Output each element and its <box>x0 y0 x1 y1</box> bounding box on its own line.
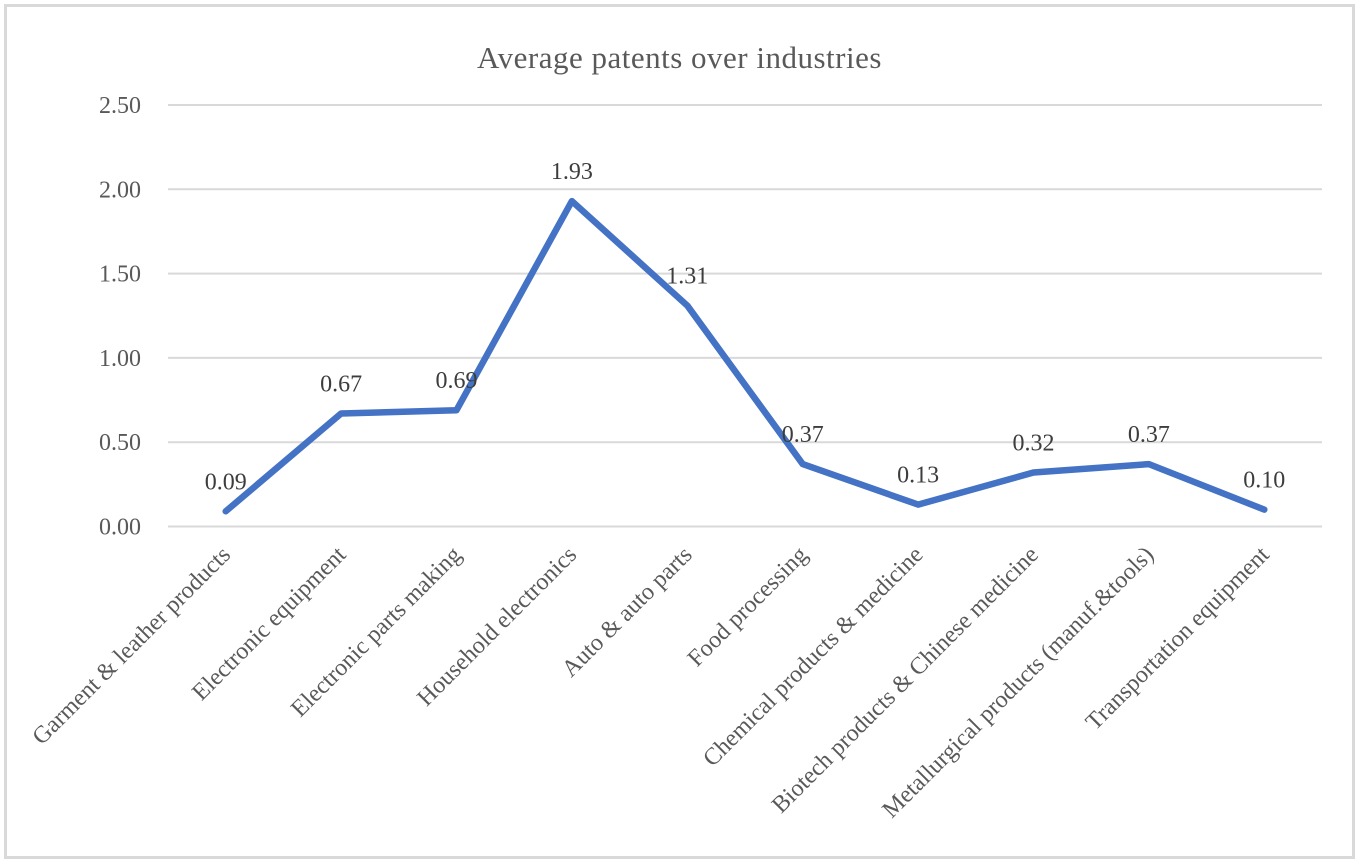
chart-frame: Average patents over industries <box>4 4 1355 859</box>
x-axis-category-label: Transportation equipment <box>1081 542 1275 736</box>
data-label: 0.37 <box>1128 422 1170 448</box>
y-axis-tick-label: 2.50 <box>99 93 141 119</box>
data-label: 0.09 <box>205 469 247 495</box>
data-label: 1.31 <box>666 264 708 290</box>
data-label: 0.13 <box>897 463 939 489</box>
data-label: 0.37 <box>782 422 824 448</box>
x-axis-category-label: Chemical products & medicine <box>698 542 928 772</box>
data-label: 0.67 <box>320 372 362 398</box>
y-axis-tick-label: 0.00 <box>99 515 141 541</box>
y-axis-tick-label: 2.00 <box>99 177 141 203</box>
data-label: 0.10 <box>1243 468 1285 494</box>
y-axis-tick-label: 1.00 <box>99 346 141 372</box>
y-axis-tick-label: 0.50 <box>99 430 141 456</box>
series-line <box>222 197 1268 515</box>
x-axis-category-label: Garment & leather products <box>28 542 236 750</box>
y-axis-tick-label: 1.50 <box>99 262 141 288</box>
data-label: 1.93 <box>551 159 593 185</box>
data-label: 0.32 <box>1013 431 1055 457</box>
data-label: 0.69 <box>436 368 478 394</box>
x-axis-category-label: Food processing <box>683 542 813 672</box>
chart-title: Average patents over industries <box>477 40 882 75</box>
